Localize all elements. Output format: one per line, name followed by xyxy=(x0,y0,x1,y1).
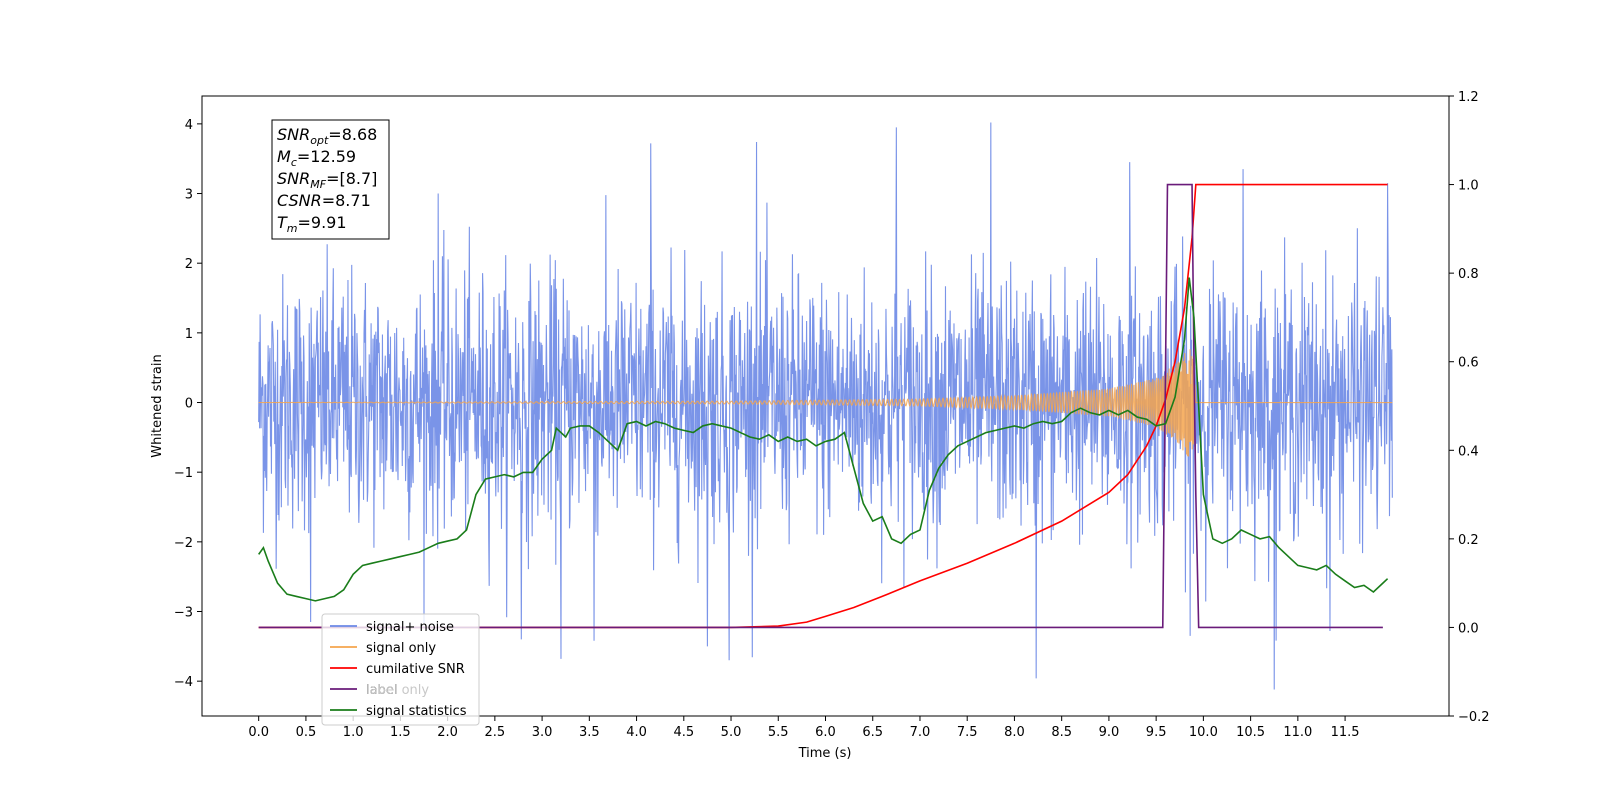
x-tick-label: 10.0 xyxy=(1189,725,1218,740)
x-tick-label: 2.5 xyxy=(485,725,506,740)
x-tick-label: 7.5 xyxy=(957,725,978,740)
y-right-tick-label: 1.0 xyxy=(1458,179,1479,194)
annotation-line: SNRMF=[8.7] xyxy=(277,169,377,191)
annotation-line: SNRopt=8.68 xyxy=(277,125,377,147)
x-tick-label: 0.0 xyxy=(248,725,269,740)
y-right-tick-label: 0.8 xyxy=(1458,267,1479,282)
legend-label-signal-noise: signal+ noise xyxy=(366,620,454,635)
legend-label-cumilative-snr: cumilative SNR xyxy=(366,662,465,677)
x-tick-label: 0.5 xyxy=(296,725,317,740)
x-tick-label: 8.0 xyxy=(1004,725,1025,740)
y-left-tick-label: 2 xyxy=(185,257,193,272)
x-tick-label: 11.5 xyxy=(1331,725,1360,740)
annotation-line: Tm=9.91 xyxy=(277,213,347,235)
y-left-tick-label: 1 xyxy=(185,327,193,342)
y-right-tick-label: −0.2 xyxy=(1458,710,1490,725)
x-tick-label: 11.0 xyxy=(1283,725,1312,740)
annotation-line: Mc=12.59 xyxy=(277,147,356,169)
y-right-tick-label: 0.4 xyxy=(1458,444,1479,459)
legend-label-signal-only: signal only xyxy=(366,641,436,656)
x-tick-label: 3.5 xyxy=(579,725,600,740)
y-left-tick-label: 4 xyxy=(185,118,193,133)
x-tick-label: 5.5 xyxy=(768,725,789,740)
annotation-frame xyxy=(271,119,390,240)
x-tick-label: 4.0 xyxy=(626,725,647,740)
x-tick-label: 2.0 xyxy=(437,725,458,740)
y-left-tick-label: 0 xyxy=(185,397,193,412)
series-signal-only-line xyxy=(258,349,1393,457)
y-left-tick-label: −2 xyxy=(174,536,193,551)
x-tick-label: 8.5 xyxy=(1051,725,1072,740)
x-tick-label: 7.0 xyxy=(910,725,931,740)
y-left-tick-label: −4 xyxy=(174,675,193,690)
y-left-tick-label: 3 xyxy=(185,188,193,203)
series-signal-noise-line xyxy=(258,122,1393,690)
legend-label-signal-statistics: signal statistics xyxy=(366,704,467,719)
y-right-tick-label: 0.0 xyxy=(1458,621,1479,636)
x-tick-label: 6.0 xyxy=(815,725,836,740)
y-left-tick-label: −1 xyxy=(174,466,193,481)
x-tick-label: 1.0 xyxy=(343,725,364,740)
series-signal-statistics-line xyxy=(258,277,1389,602)
y-axis-label-left: Whitened strain xyxy=(150,354,165,457)
y-left-tick-label: −3 xyxy=(174,606,193,621)
y-right-tick-label: 0.2 xyxy=(1458,533,1479,548)
series-cumilative-snr-line xyxy=(258,183,1388,629)
annotation-line: CSNR=8.71 xyxy=(277,191,371,210)
y-axis-right-ticks: −0.2 0.0 0.2 0.4 0.6 0.8 1.0 1.2 xyxy=(1449,90,1490,725)
x-tick-label: 4.5 xyxy=(673,725,694,740)
series-label-line xyxy=(258,183,1383,629)
y-axis-left-ticks: −4 −3 −2 −1 0 1 2 3 4 xyxy=(174,118,202,690)
legend-frame xyxy=(321,613,480,726)
legend: signal+ noise signal only cumilative SNR la… xyxy=(321,613,480,726)
y-right-tick-label: 1.2 xyxy=(1458,90,1479,105)
x-tick-label: 9.0 xyxy=(1099,725,1120,740)
x-axis-ticks: 0.0 0.5 1.0 1.5 2.0 2.5 3.0 3.5 4.0 4.5 5.0 5.5 6.0 6… xyxy=(248,716,1360,740)
x-tick-label: 3.0 xyxy=(532,725,553,740)
legend-label-label: label xyxy=(366,683,397,698)
series-layer xyxy=(258,122,1393,690)
x-tick-label: 5.0 xyxy=(721,725,742,740)
x-tick-label: 1.5 xyxy=(390,725,411,740)
legend-label-label-only: label only xyxy=(366,683,429,698)
x-tick-label: 10.5 xyxy=(1236,725,1265,740)
x-tick-label: 9.5 xyxy=(1146,725,1167,740)
x-axis-label: Time (s) xyxy=(798,746,852,761)
y-right-tick-label: 0.6 xyxy=(1458,356,1479,371)
x-tick-label: 6.5 xyxy=(862,725,883,740)
